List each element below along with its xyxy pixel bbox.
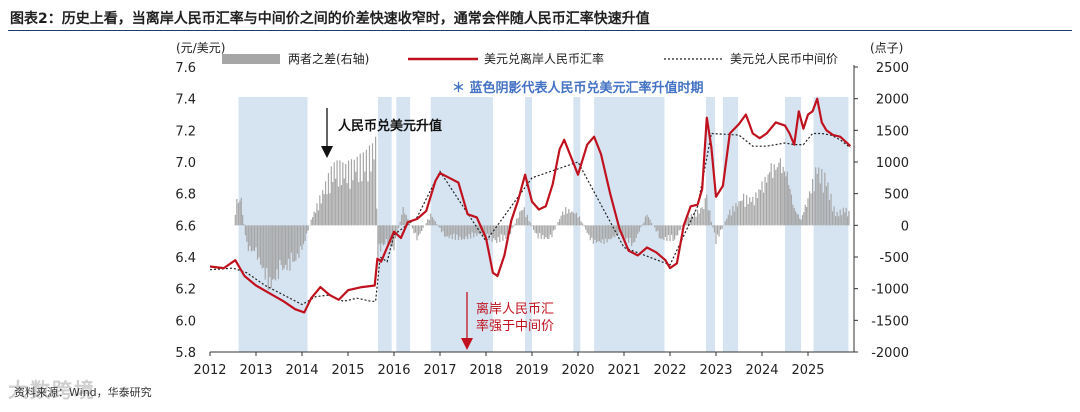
x-tick-label: 2016 bbox=[377, 363, 410, 378]
x-tick-label: 2024 bbox=[745, 363, 778, 378]
x-tick-label: 2019 bbox=[515, 363, 548, 378]
title-divider bbox=[8, 30, 1072, 31]
difference-series bbox=[234, 136, 850, 291]
y-left-tick-label: 5.8 bbox=[175, 346, 196, 361]
shaded-period-7 bbox=[705, 97, 716, 352]
x-tick-label: 2014 bbox=[285, 363, 318, 378]
watermark: 大数跨境 bbox=[8, 378, 96, 402]
source-note: 资料来源：Wind，华泰研究 bbox=[14, 386, 152, 399]
annotation-arrow-head bbox=[321, 146, 333, 158]
y-left-tick-label: 7.6 bbox=[175, 61, 196, 76]
legend: 两者之差(右轴) 美元兑离岸人民币汇率 美元兑人民币中间价 ＊ 蓝色阴影代表人民币兑美… bbox=[222, 51, 838, 96]
legend-diff-label: 两者之差(右轴) bbox=[288, 51, 369, 66]
x-tick-label: 2025 bbox=[791, 363, 824, 378]
shaded-period-1 bbox=[377, 97, 392, 352]
y-left-tick-label: 7.0 bbox=[175, 156, 196, 171]
shaded-periods bbox=[238, 97, 849, 352]
y-left-tick-label: 6.0 bbox=[175, 314, 196, 329]
y-right-label: (点子) bbox=[870, 41, 903, 55]
x-tick-label: 2012 bbox=[193, 363, 226, 378]
y-left-tick-label: 6.2 bbox=[175, 283, 196, 298]
x-tick-label: 2013 bbox=[239, 363, 272, 378]
annotation-red-arrow-head bbox=[461, 338, 473, 350]
y-right-tick-label: 1000 bbox=[876, 156, 909, 171]
annotation-offshore-stronger-2: 率强于中间价 bbox=[476, 318, 554, 334]
legend-diff-swatch bbox=[222, 54, 280, 64]
y-left-tick-label: 6.4 bbox=[175, 251, 196, 266]
y-left-tick-label: 6.8 bbox=[175, 188, 196, 203]
y-right-tick-label: 2500 bbox=[876, 61, 909, 76]
shaded-period-0 bbox=[238, 97, 308, 352]
chart-title: 图表2：历史上看，当离岸人民币汇率与中间价之间的价差快速收窄时，通常会伴随人民币… bbox=[10, 11, 650, 27]
shade-note: ＊ 蓝色阴影代表人民币兑美元汇率升值时期 bbox=[452, 80, 704, 96]
x-tick-label: 2022 bbox=[653, 363, 686, 378]
y-left-tick-label: 6.6 bbox=[175, 219, 196, 234]
rate-lines bbox=[209, 97, 852, 314]
y-left-tick-label: 7.2 bbox=[175, 124, 196, 139]
y-left-tick-label: 7.4 bbox=[175, 93, 196, 108]
x-tick-label: 2023 bbox=[699, 363, 732, 378]
x-tick-label: 2020 bbox=[561, 363, 594, 378]
central-parity-line bbox=[209, 132, 851, 306]
legend-central-label: 美元兑人民币中间价 bbox=[730, 51, 838, 66]
offshore-rate-line bbox=[209, 97, 852, 314]
x-tick-label: 2018 bbox=[469, 363, 502, 378]
y-right-tick-label: 500 bbox=[884, 188, 909, 203]
shaded-period-6 bbox=[594, 97, 665, 352]
y-right-tick-label: -1000 bbox=[871, 283, 909, 298]
y-right-tick-label: 1500 bbox=[876, 124, 909, 139]
annotation-offshore-stronger-1: 离岸人民币汇 bbox=[476, 301, 554, 317]
y-right-tick-label: -1500 bbox=[871, 314, 909, 329]
y-right-tick-label: 2000 bbox=[876, 93, 909, 108]
x-tick-label: 2021 bbox=[607, 363, 640, 378]
x-tick-label: 2015 bbox=[331, 363, 364, 378]
y-right-tick-label: 0 bbox=[901, 219, 909, 234]
x-tick-label: 2017 bbox=[423, 363, 456, 378]
y-left-label: (元/美元) bbox=[176, 41, 225, 55]
shaded-period-3 bbox=[430, 97, 493, 352]
y-right-tick-label: -2000 bbox=[871, 346, 909, 361]
y-right-tick-label: -500 bbox=[879, 251, 909, 266]
axes: 2012 2013 2014 2015 2016 2017 2018 2019 2020 2021… bbox=[175, 41, 909, 378]
legend-offshore-label: 美元兑离岸人民币汇率 bbox=[484, 51, 604, 66]
annotation-appreciation: 人民币兑美元升值 bbox=[338, 118, 442, 134]
